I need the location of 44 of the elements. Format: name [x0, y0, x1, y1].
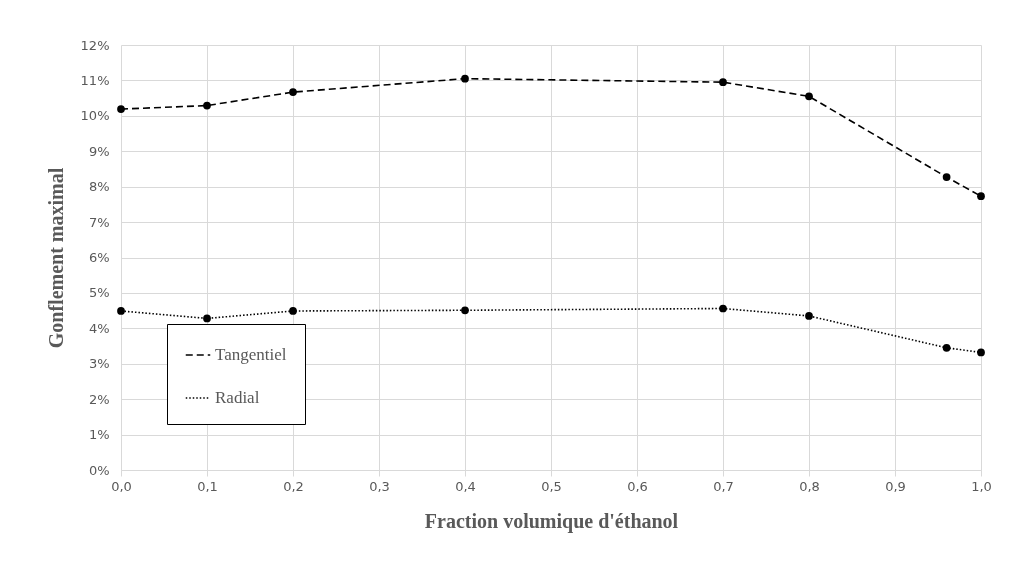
point	[942, 173, 951, 181]
legend-label: Radial	[215, 388, 260, 407]
y-tick-label: 2%	[88, 391, 110, 407]
legend-label: Tangentiel	[215, 345, 287, 364]
x-tick-label: 0,5	[541, 478, 562, 494]
y-tick-label: 12%	[80, 37, 110, 53]
point	[942, 343, 951, 352]
y-tick-label: 6%	[88, 250, 110, 265]
y-tick-label: 11%	[80, 72, 110, 88]
x-tick-label: 1,0	[971, 478, 992, 494]
x-tick-label: 0,8	[799, 478, 820, 494]
x-tick-label: 0,0	[111, 478, 132, 494]
y-tick-label: 5%	[88, 285, 110, 301]
point	[977, 348, 985, 357]
point	[719, 78, 727, 87]
y-tick-label: 9%	[88, 143, 110, 159]
y-tick-label: 3%	[88, 356, 110, 372]
x-tick-label: 0,4	[455, 478, 476, 494]
x-tick-label: 0,9	[885, 478, 906, 494]
x-tick-label: 0,2	[283, 478, 304, 494]
y-tick-label: 4%	[88, 320, 110, 336]
y-tick-label: 8%	[88, 179, 110, 195]
y-tick-label: 0%	[88, 462, 110, 478]
x-tick-label: 0,6	[627, 478, 648, 494]
x-tick-label: 0,3	[369, 478, 390, 494]
x-tick-label: 0,1	[197, 478, 218, 494]
point	[977, 192, 985, 201]
y-tick-label: 7%	[88, 214, 110, 230]
x-tick-label: 0,7	[713, 478, 734, 494]
point	[461, 306, 469, 315]
point	[719, 304, 727, 313]
point	[461, 74, 469, 83]
point	[117, 307, 125, 315]
point	[203, 101, 211, 110]
point	[117, 105, 125, 113]
y-tick-label: 10%	[80, 108, 110, 124]
point	[203, 314, 211, 323]
point	[805, 312, 813, 320]
point	[289, 307, 297, 315]
x-axis-title: Fraction volumique d'éthanol	[424, 509, 679, 533]
point	[805, 92, 813, 101]
point	[289, 88, 297, 96]
y-tick-label: 1%	[88, 427, 110, 443]
y-axis-title: Gonflement maximal	[44, 167, 67, 349]
